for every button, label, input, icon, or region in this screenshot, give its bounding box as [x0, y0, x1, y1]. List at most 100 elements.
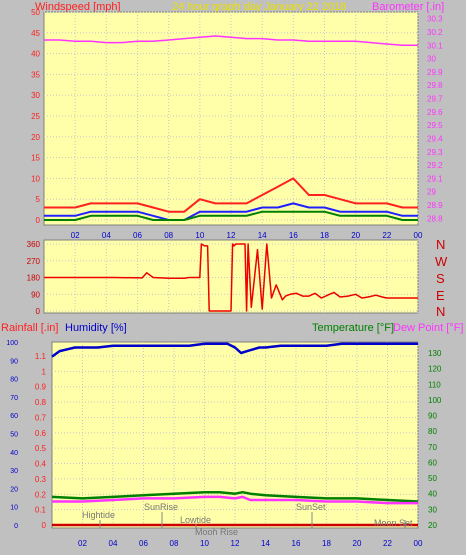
- barometer-tick-label: 29.6: [427, 108, 443, 117]
- barometer-tick-label: 28.8: [427, 214, 443, 223]
- temperature-tick-label: 30: [428, 505, 437, 514]
- rainfall-label: Rainfall [.in]: [1, 322, 58, 334]
- windspeed-tick-label: 10: [31, 174, 40, 183]
- windspeed-tick-label: 0: [36, 216, 41, 225]
- barometer-tick-label: 29.5: [427, 121, 443, 130]
- temperature-tick-label: 40: [428, 490, 437, 499]
- barometer-tick-label: 30.2: [427, 28, 443, 37]
- rainfall-tick-label: 0.3: [35, 475, 47, 484]
- time-tick-label: 02: [71, 231, 80, 240]
- rainfall-tick-label: 1: [42, 367, 47, 376]
- time-tick-label: 22: [383, 539, 392, 548]
- humidity-percent-tick-label: 0: [14, 523, 18, 530]
- time-tick-label: 10: [200, 539, 209, 548]
- time-tick-label: 08: [164, 231, 173, 240]
- time-tick-label: 00: [414, 539, 423, 548]
- chart-title: 24 hour graph day January 22 2018: [172, 1, 346, 13]
- temperature-line: [51, 490, 419, 503]
- time-tick-label: 16: [289, 231, 298, 240]
- temperature-tick-label: 80: [428, 427, 437, 436]
- humidity-percent-tick-label: 100: [6, 340, 18, 347]
- humidity-percent-tick-label: 70: [10, 395, 18, 402]
- barometer-tick-label: 30.1: [427, 41, 443, 50]
- temperature-tick-label: 130: [428, 349, 442, 358]
- humidity-line: [51, 342, 418, 358]
- temperature-tick-label: 90: [428, 412, 437, 421]
- time-tick-label: 12: [227, 231, 236, 240]
- time-tick-label: 04: [109, 539, 118, 548]
- humidity-percent-tick-label: 50: [10, 432, 18, 439]
- direction-tick-label: 90: [31, 290, 40, 299]
- rainfall-tick-label: 0.2: [35, 490, 47, 499]
- direction-tick-label: 180: [27, 274, 41, 283]
- lowtide-label: Lowtide: [180, 515, 211, 525]
- time-tick-label: 02: [78, 539, 87, 548]
- barometer-tick-label: 29.4: [427, 134, 443, 143]
- humidity-percent-tick-label: 90: [10, 358, 18, 365]
- time-tick-label: 12: [231, 539, 240, 548]
- barometer-tick-label: 29.8: [427, 81, 443, 90]
- rainfall-tick-label: 0.5: [35, 444, 47, 453]
- barometer-tick-label: 28.9: [427, 201, 443, 210]
- time-tick-label: 18: [322, 539, 331, 548]
- windspeed-tick-label: 25: [31, 112, 40, 121]
- rainfall-tick-label: 0.6: [35, 429, 47, 438]
- temperature-tick-label: 70: [428, 443, 437, 452]
- rainfall-tick-label: 0.4: [35, 460, 47, 469]
- barometer-tick-label: 29.9: [427, 68, 443, 77]
- windspeed-tick-label: 45: [31, 29, 40, 38]
- barometer-tick-label: 29.3: [427, 148, 443, 157]
- dewpoint-label: Dew Point [°F]: [393, 322, 463, 334]
- temperature-label: Temperature [°F]: [312, 322, 394, 334]
- windspeed-tick-label: 40: [31, 50, 40, 59]
- direction-letter-e: E: [436, 288, 445, 303]
- temperature-tick-label: 110: [428, 380, 441, 389]
- direction-tick-label: 270: [27, 257, 41, 266]
- sunset-label: SunSet: [296, 502, 326, 512]
- barometer-tick-label: 29.2: [427, 161, 443, 170]
- time-tick-label: 06: [133, 231, 142, 240]
- humidity-percent-tick-label: 60: [10, 413, 18, 420]
- time-tick-label: 14: [261, 539, 270, 548]
- rainfall-tick-label: 0.8: [35, 398, 47, 407]
- events-layer: Hightide SunRise Lowtide Moon Rise SunSe…: [82, 502, 413, 537]
- windspeed-tick-label: 30: [31, 91, 40, 100]
- temperature-tick-label: 100: [428, 396, 442, 405]
- windspeed-label: Windspeed [mph]: [35, 1, 121, 13]
- barometer-tick-label: 29: [427, 188, 436, 197]
- direction-letter-n-top: N: [436, 237, 445, 252]
- rainfall-tick-label: 0.7: [35, 413, 47, 422]
- dewpoint-line: [52, 495, 418, 505]
- hightide-label: Hightide: [82, 510, 115, 520]
- direction-tick-label: 360: [27, 240, 41, 249]
- barometer-tick-label: 29.7: [427, 95, 443, 104]
- wind-avg-line: [44, 202, 418, 221]
- barometer-tick-label: 30: [427, 55, 436, 64]
- time-tick-label: 20: [351, 231, 360, 240]
- humidity-percent-tick-label: 30: [10, 468, 18, 475]
- humidity-percent-tick-label: 10: [10, 505, 18, 512]
- time-tick-label: 20: [353, 539, 362, 548]
- rainfall-tick-label: 0: [42, 521, 47, 530]
- barometer-label: Barometer [.in]: [372, 1, 444, 13]
- windspeed-tick-label: 35: [31, 70, 40, 79]
- temperature-tick-label: 120: [428, 365, 442, 374]
- humidity-percent-tick-label: 80: [10, 377, 18, 384]
- time-tick-label: 08: [170, 539, 179, 548]
- wind-baro-plot-area: [43, 11, 419, 226]
- time-tick-label: 00: [414, 231, 423, 240]
- time-tick-label: 16: [292, 539, 301, 548]
- sunrise-label: SunRise: [144, 502, 178, 512]
- rainfall-tick-label: 1.1: [35, 352, 47, 361]
- windspeed-tick-label: 15: [31, 154, 40, 163]
- barometer-tick-label: 30.3: [427, 15, 443, 24]
- wind-direction-line: [44, 243, 418, 312]
- humidity-percent-tick-label: 20: [10, 486, 18, 493]
- time-tick-label: 06: [139, 539, 148, 548]
- moonset-label: Moon Set: [374, 518, 413, 528]
- temperature-tick-label: 50: [428, 474, 437, 483]
- moonrise-label: Moon Rise: [195, 527, 238, 537]
- time-tick-label: 22: [382, 231, 391, 240]
- direction-tick-label: 0: [36, 307, 41, 316]
- time-tick-label: 18: [320, 231, 329, 240]
